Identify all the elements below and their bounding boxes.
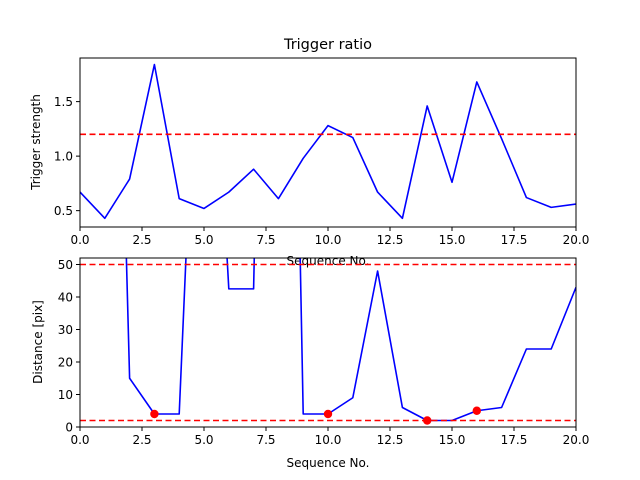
- bottom-plot-layer: 0.0 2.5 5.0 7.5 10.0 12.5 15.0 17.5 20.0 0 10 20 30 4…: [58, 258, 590, 447]
- bottom-plot-frame: [79, 257, 577, 428]
- bottom-x-tick-label: 12.5: [377, 433, 404, 447]
- bottom-x-tick-label: 15.0: [439, 433, 466, 447]
- top-plot-frame: [79, 57, 577, 228]
- bottom-plot-area: [80, 258, 576, 422]
- bottom-series-line-0: [125, 258, 576, 422]
- bottom-marker-point: [150, 409, 159, 419]
- bottom-y-tick-label: 40: [58, 291, 73, 305]
- bottom-x-tick-label: 7.5: [256, 433, 275, 447]
- top-plot-area: [80, 63, 576, 220]
- top-y-tick-label: 1.5: [54, 95, 73, 109]
- top-y-axis-label: Trigger strength: [29, 94, 43, 191]
- top-chart-title: Trigger ratio: [283, 37, 372, 53]
- bottom-y-tick-label: 30: [58, 323, 73, 337]
- bottom-y-tick-label: 20: [58, 356, 73, 370]
- top-series-line-0: [80, 63, 576, 220]
- top-y-tick-label: 1.0: [54, 150, 73, 164]
- bottom-y-tick-label: 50: [58, 258, 73, 272]
- bottom-x-tick-label: 0.0: [70, 433, 89, 447]
- top-x-axis-label: Sequence No.: [287, 254, 370, 268]
- bottom-x-axis-label: Sequence No.: [287, 456, 370, 470]
- top-x-tick-label: 2.5: [132, 233, 151, 247]
- bottom-marker-point: [472, 406, 481, 415]
- bottom-subplot: 0.0 2.5 5.0 7.5 10.0 12.5 15.0 17.5 20.0 0 10 20 30 4…: [31, 257, 590, 470]
- bottom-x-tick-label: 17.5: [501, 433, 528, 447]
- top-x-tick-label: 10.0: [315, 233, 342, 247]
- bottom-y-tick-label: 10: [58, 388, 73, 402]
- bottom-y-axis-label: Distance [pix]: [31, 300, 45, 384]
- top-x-tick-label: 5.0: [194, 233, 213, 247]
- top-x-tick-label: 15.0: [439, 233, 466, 247]
- top-x-tick-label: 17.5: [501, 233, 528, 247]
- top-y-tick-label: 0.5: [54, 204, 73, 218]
- bottom-x-tick-label: 20.0: [563, 433, 590, 447]
- bottom-y-tick-label: 0: [65, 421, 73, 435]
- top-x-tick-label: 7.5: [256, 233, 275, 247]
- bottom-marker-point: [323, 409, 333, 419]
- bottom-x-tick-label: 10.0: [315, 433, 342, 447]
- bottom-x-tick-label: 5.0: [194, 433, 213, 447]
- top-x-tick-label: 20.0: [563, 233, 590, 247]
- top-x-tick-label: 12.5: [377, 233, 404, 247]
- bottom-marker-point: [423, 416, 432, 425]
- top-plot-layer: 0.0 2.5 5.0 7.5 10.0 12.5 15.0 17.5 20.0 0.5 1.0 1.…: [54, 63, 590, 247]
- top-subplot: Trigger ratio 0.0 2.5 5.0 7.5 10.0 12.5 15.0 17…: [29, 37, 589, 268]
- bottom-x-tick-label: 2.5: [132, 433, 151, 447]
- top-x-tick-label: 0.0: [70, 233, 89, 247]
